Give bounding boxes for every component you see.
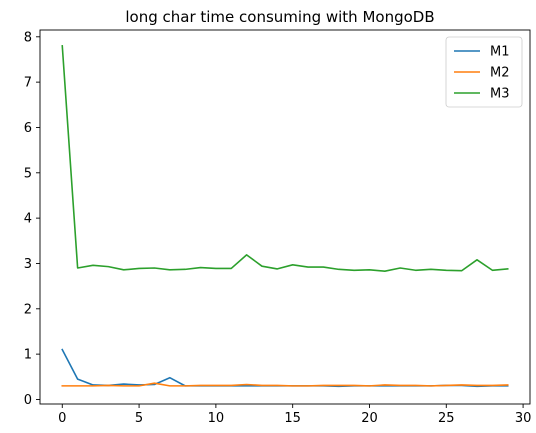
y-tick-label: 8	[24, 30, 32, 45]
x-tick-label: 15	[284, 411, 301, 426]
y-tick-label: 1	[24, 348, 32, 363]
x-tick-label: 25	[438, 411, 455, 426]
x-tick-label: 0	[58, 411, 66, 426]
x-tick-label: 30	[515, 411, 532, 426]
y-tick-label: 7	[24, 76, 32, 91]
x-tick-label: 10	[208, 411, 225, 426]
legend-label-m2: M2	[490, 66, 510, 81]
x-tick-label: 20	[361, 411, 378, 426]
legend-box	[445, 36, 523, 108]
legend-label-m3: M3	[490, 87, 510, 102]
y-tick-label: 2	[24, 302, 32, 317]
plot-area: 0 5 10 15 20 25 30 0 1 2 3 4 5 6 7 8 M1 M2 M3	[24, 29, 532, 426]
y-tick-label: 3	[24, 257, 32, 272]
series-line-m2	[61, 382, 509, 387]
series-line-m3	[61, 45, 509, 272]
x-tick-label: 5	[135, 411, 143, 426]
y-tick-label: 6	[24, 121, 32, 136]
series-line-m1	[61, 348, 509, 388]
y-tick-label: 4	[24, 212, 32, 227]
axes-frame	[39, 29, 531, 405]
legend-label-m1: M1	[490, 45, 510, 60]
chart-title: long char time consuming with MongoDB	[125, 8, 434, 26]
y-tick-label: 0	[24, 393, 32, 408]
y-tick-label: 5	[24, 166, 32, 181]
